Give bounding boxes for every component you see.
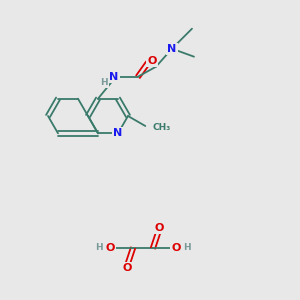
Text: N: N [110, 72, 118, 82]
Text: O: O [105, 243, 115, 253]
Text: O: O [154, 223, 164, 233]
Text: O: O [147, 56, 157, 66]
Text: H: H [95, 244, 103, 253]
Text: O: O [171, 243, 181, 253]
Text: O: O [122, 263, 132, 273]
Text: H: H [183, 244, 191, 253]
Text: CH₃: CH₃ [152, 124, 171, 133]
Text: N: N [167, 44, 177, 54]
Text: H: H [100, 78, 108, 87]
Text: N: N [113, 128, 123, 138]
